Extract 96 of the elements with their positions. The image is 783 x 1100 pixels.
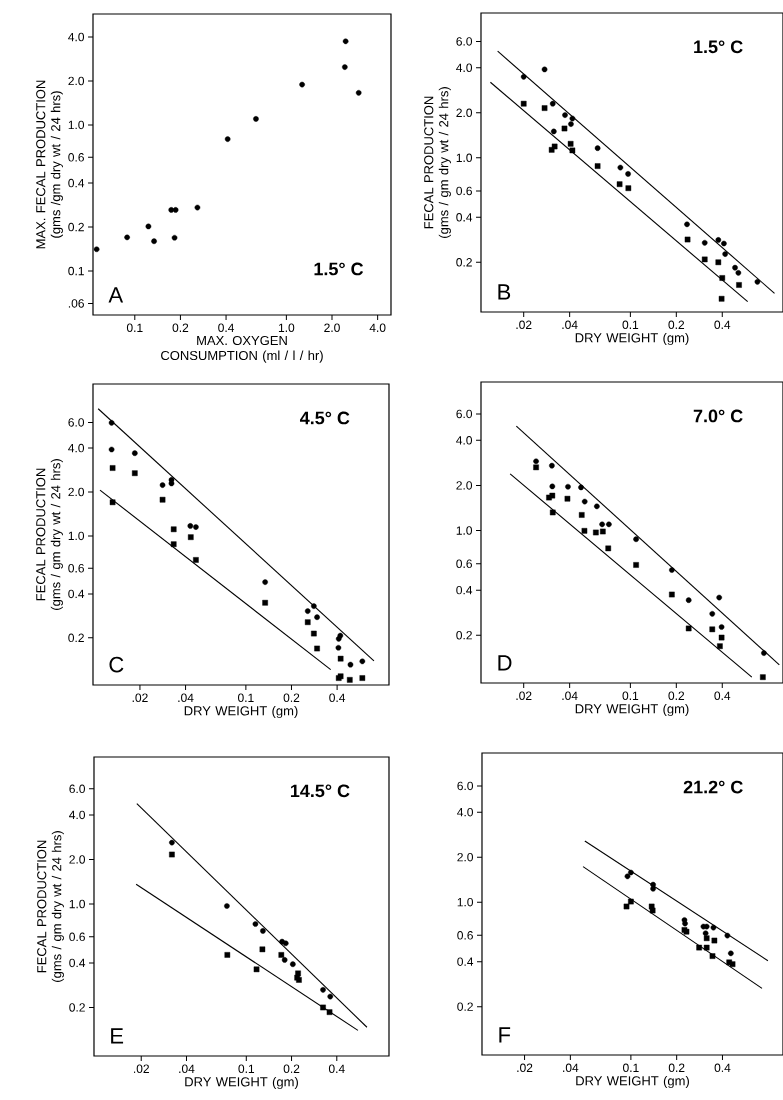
y-tick-label: 0.4 — [69, 958, 86, 968]
x-tick-label: 1.0 — [278, 323, 295, 332]
x-tick-label: 0.4 — [714, 320, 731, 330]
y-tick-label: 6.0 — [456, 409, 473, 419]
y-tick-label: 4.0 — [456, 436, 473, 445]
x-tick-label: 0.2 — [172, 323, 189, 332]
y-tick-label: 6.0 — [69, 784, 86, 794]
x-tick-label: 0.2 — [668, 1063, 685, 1073]
x-tick-label: 0.4 — [218, 323, 235, 332]
x-tick-label: 0.2 — [283, 693, 300, 702]
annotation: 1.5° C — [694, 40, 743, 54]
y-tick-label: 2.0 — [456, 108, 473, 118]
x-tick-label: 0.1 — [238, 1064, 255, 1073]
x-tick-label: 0.4 — [714, 691, 731, 700]
y-tick-label: 0.2 — [456, 258, 472, 267]
x-axis-title: DRY WEIGHT (gm) — [575, 332, 689, 346]
y-tick-label: 1.0 — [69, 899, 86, 909]
y-axis-title: FECAL PRODUCTION (gms / gm dry wt / 24 hrs) — [37, 831, 64, 982]
annotation: 1.5° C — [314, 262, 364, 276]
y-tick-label: 6.0 — [457, 781, 474, 791]
x-tick-label: 2.0 — [324, 323, 340, 332]
y-tick-label: 0.6 — [456, 186, 472, 196]
annotation: 4.5° C — [299, 411, 350, 425]
y-tick-label: 4.0 — [457, 807, 474, 817]
y-tick-label: 6.0 — [456, 37, 473, 46]
annotation: 14.5° C — [290, 784, 350, 798]
x-tick-label: 0.2 — [668, 320, 685, 330]
y-tick-label: 2.0 — [68, 76, 85, 86]
y-axis-title: FECAL PRODUCTION (gms / gm dry wt / 24 hrs) — [424, 87, 451, 238]
y-tick-label: 0.6 — [68, 153, 84, 162]
y-tick-label: 0.2 — [456, 631, 472, 640]
annotation: D — [498, 655, 512, 671]
x-tick-label: 0.1 — [238, 693, 254, 702]
x-tick-label: .02 — [517, 1063, 533, 1073]
x-axis-title: DRY WEIGHT (gm) — [576, 1075, 689, 1089]
y-tick-label: 0.4 — [456, 213, 473, 222]
x-tick-label: .04 — [563, 1063, 579, 1073]
annotation: B — [498, 284, 511, 300]
x-tick-label: 0.1 — [622, 691, 639, 700]
annotation: E — [111, 1028, 124, 1044]
y-tick-label: 6.0 — [68, 418, 85, 427]
x-tick-label: .04 — [179, 1064, 195, 1073]
x-tick-label: .04 — [562, 320, 578, 330]
y-tick-label: 1.0 — [456, 526, 473, 535]
annotation: 7.0° C — [693, 409, 743, 423]
y-tick-label: 0.2 — [68, 633, 84, 643]
x-tick-label: 0.4 — [714, 1063, 731, 1073]
y-tick-label: 4.0 — [456, 63, 473, 73]
y-tick-label: 2.0 — [457, 852, 474, 862]
x-axis-title: DRY WEIGHT (gm) — [184, 705, 298, 719]
y-tick-label: 0.6 — [457, 931, 473, 940]
y-axis-title: FECAL PRODUCTION (gms / gm dry wt / 24 hrs) — [36, 459, 63, 610]
x-axis-title: MAX. OXYGEN CONSUMPTION (ml / l / hr) — [161, 335, 323, 363]
x-tick-label: 0.1 — [622, 320, 639, 330]
y-tick-label: 0.1 — [68, 266, 84, 276]
annotation: 21.2° C — [683, 780, 743, 794]
y-tick-label: 0.2 — [68, 222, 84, 232]
y-tick-label: 0.6 — [68, 564, 84, 573]
y-tick-label: 0.6 — [456, 559, 472, 568]
y-axis-title: MAX. FECAL PRODUCTION (gms /gm dry wt / 24 hrs) — [36, 80, 63, 249]
x-tick-label: 0.2 — [668, 691, 685, 700]
y-tick-label: 4.0 — [68, 443, 85, 453]
y-tick-label: 1.0 — [68, 531, 85, 541]
y-tick-label: 0.4 — [68, 178, 85, 188]
x-axis-title: DRY WEIGHT (gm) — [185, 1076, 298, 1090]
x-axis-title: DRY WEIGHT (gm) — [575, 703, 689, 717]
x-tick-label: 0.1 — [623, 1063, 639, 1073]
x-tick-label: 4.0 — [369, 323, 386, 332]
x-tick-label: .04 — [178, 693, 194, 702]
y-tick-label: 4.0 — [68, 32, 85, 42]
y-tick-label: .06 — [68, 299, 84, 308]
x-tick-label: 0.1 — [126, 323, 143, 332]
y-tick-label: 0.4 — [68, 589, 85, 599]
y-tick-label: 2.0 — [69, 855, 86, 864]
y-tick-label: 1.0 — [456, 153, 473, 163]
y-tick-label: 2.0 — [68, 487, 85, 497]
x-tick-label: .04 — [562, 691, 578, 700]
y-tick-label: 4.0 — [69, 810, 86, 820]
x-tick-label: 0.4 — [328, 1064, 345, 1073]
y-tick-label: 0.2 — [457, 1002, 473, 1011]
annotation: C — [109, 656, 124, 673]
y-tick-label: 2.0 — [456, 481, 473, 490]
x-tick-label: 0.2 — [283, 1064, 300, 1073]
annotation: A — [108, 287, 124, 303]
y-tick-label: 0.4 — [456, 585, 473, 595]
y-tick-label: 0.4 — [457, 957, 474, 966]
x-tick-label: 0.4 — [329, 693, 346, 702]
y-tick-label: 1.0 — [68, 120, 85, 130]
y-tick-label: 0.2 — [69, 1003, 85, 1012]
y-tick-label: 1.0 — [457, 897, 474, 907]
x-tick-label: .02 — [133, 1064, 149, 1073]
y-tick-label: 0.6 — [69, 932, 85, 942]
annotation: F — [499, 1027, 511, 1043]
x-tick-label: .02 — [516, 691, 532, 700]
x-tick-label: .02 — [516, 320, 532, 330]
x-tick-label: .02 — [132, 693, 148, 702]
